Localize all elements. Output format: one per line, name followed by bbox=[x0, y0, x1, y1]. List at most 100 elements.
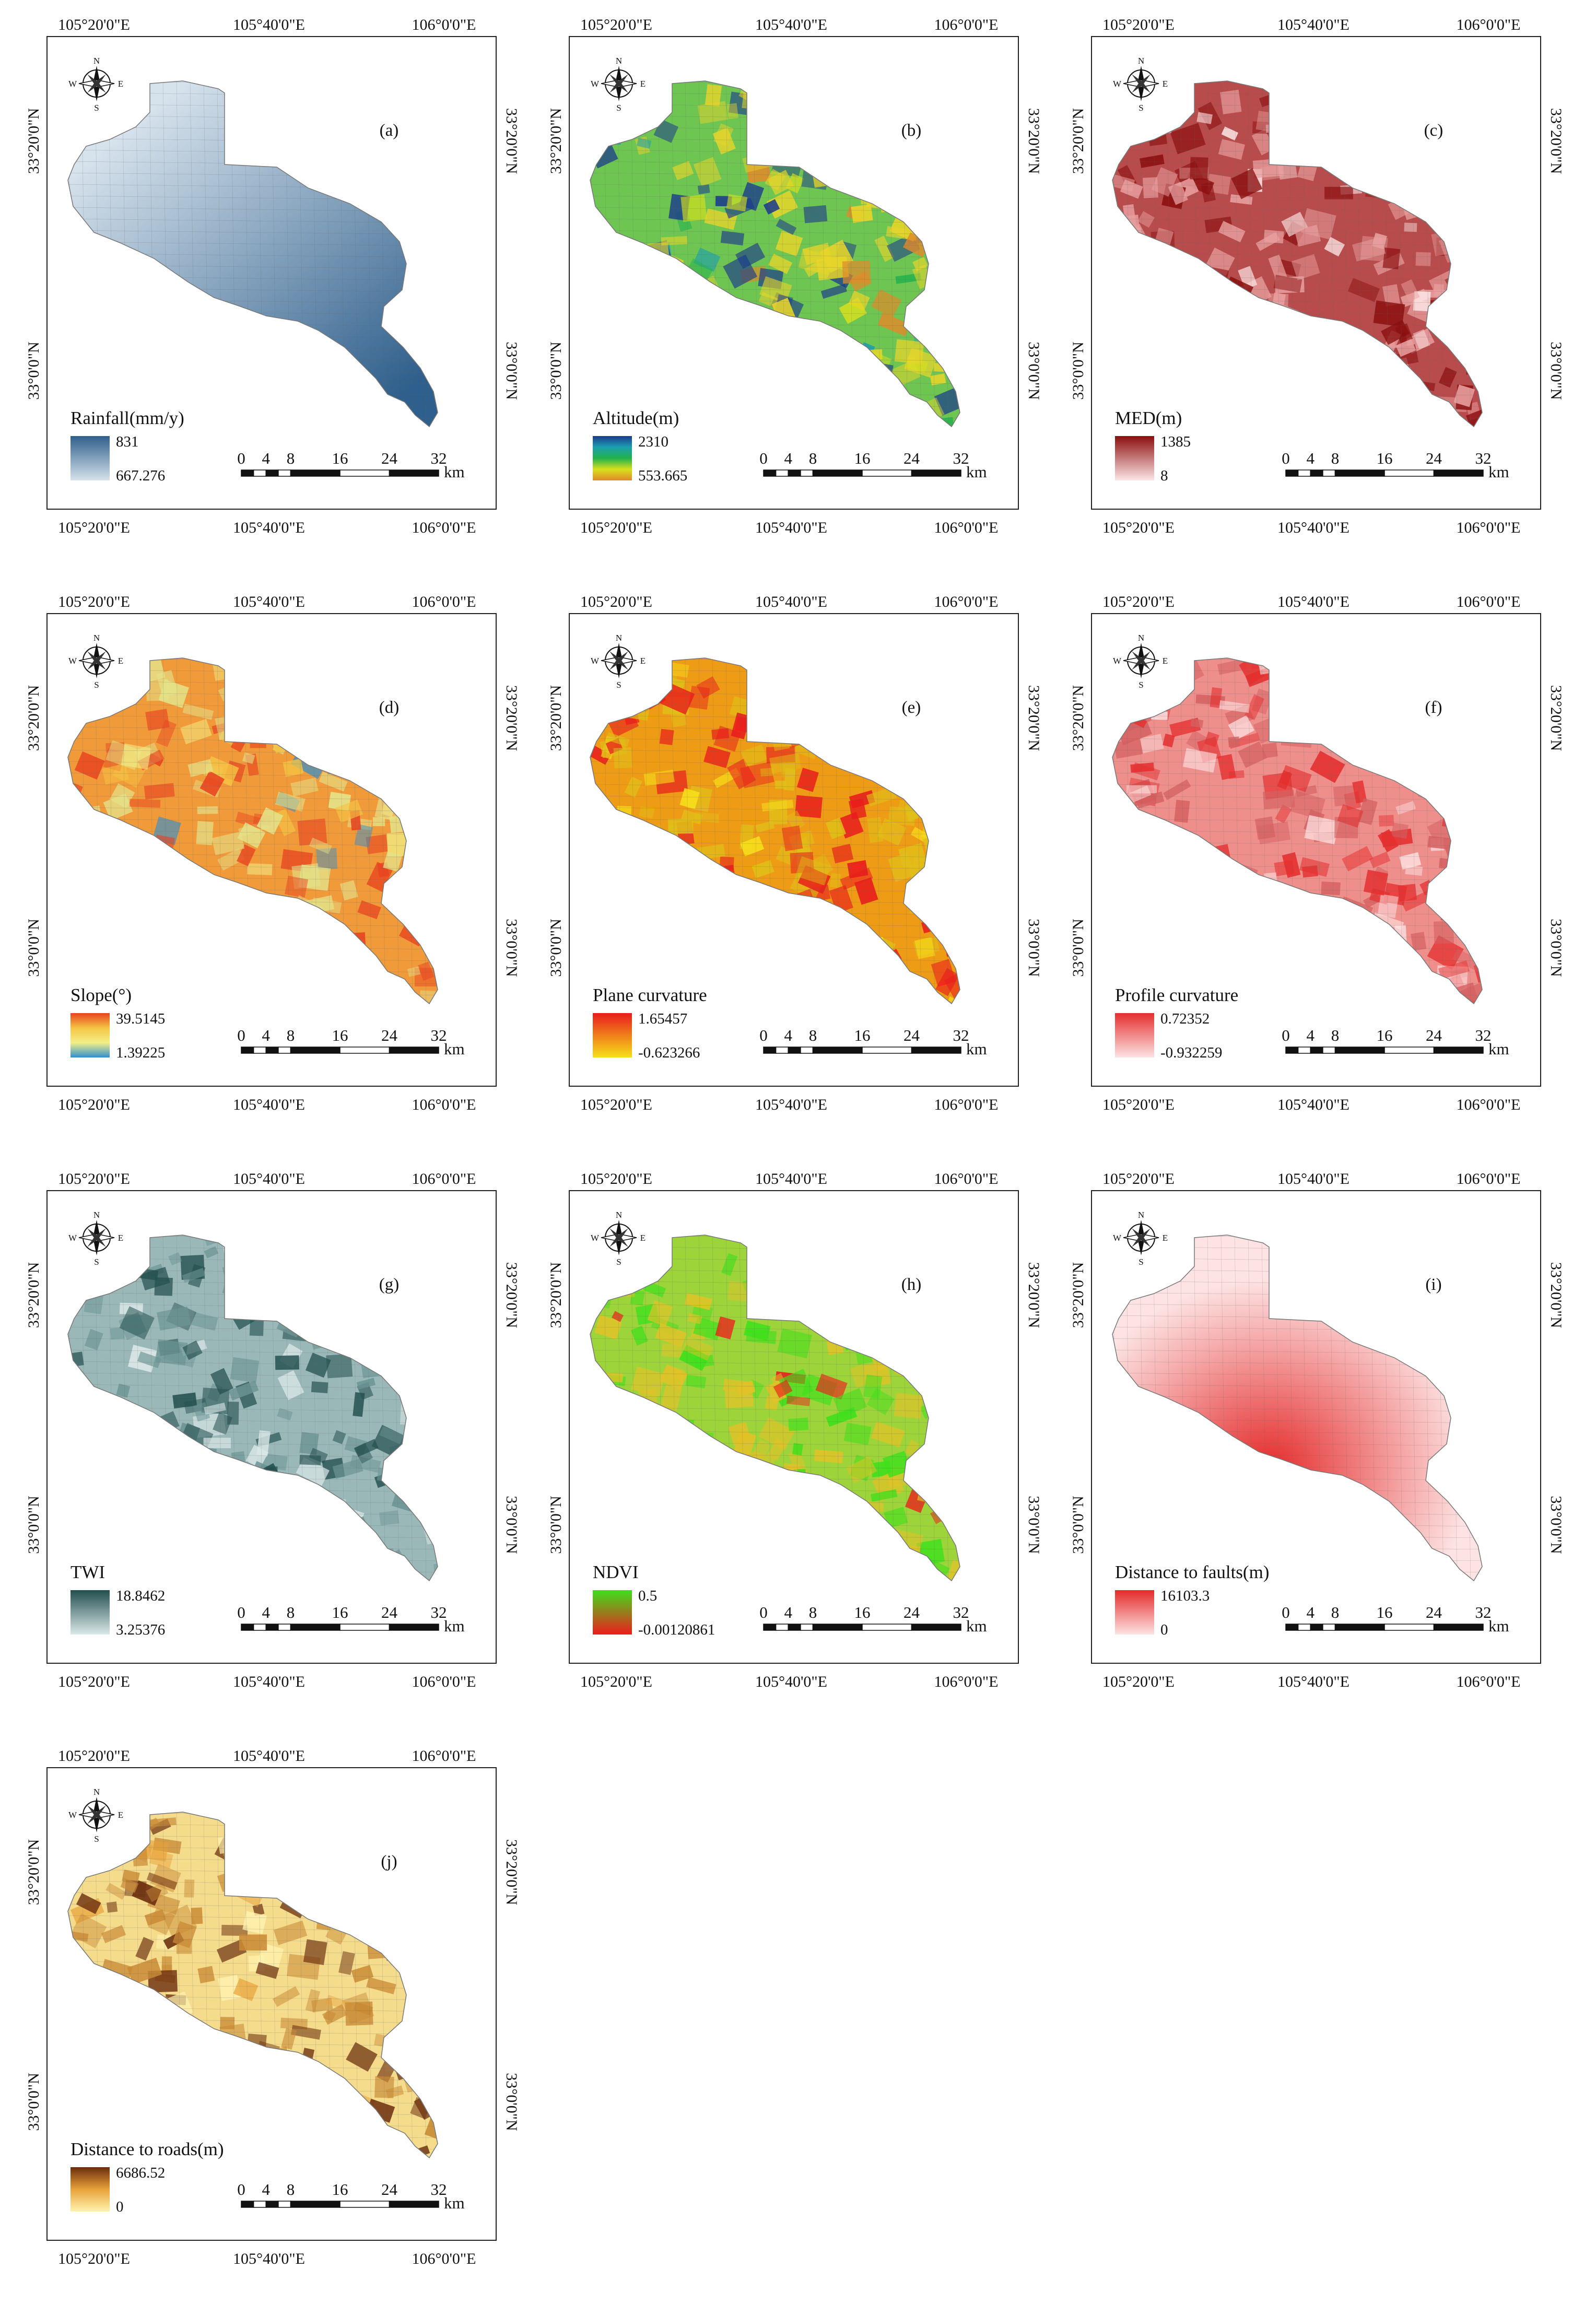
longitude-label-bottom: 105°40'0"E bbox=[755, 1096, 827, 1113]
legend-color-ramp bbox=[71, 2167, 110, 2212]
map-panel: 105°20'0"E 105°20'0"E 105°40'0"E 105°40'0"E… bbox=[16, 585, 527, 1162]
longitude-label-top: 105°40'0"E bbox=[755, 593, 827, 610]
latitude-label-left: 33°20'0"N bbox=[25, 1839, 42, 1905]
map-panel: 105°20'0"E 105°20'0"E 105°40'0"E 105°40'0"E… bbox=[538, 8, 1050, 585]
panel-label: (a) bbox=[380, 121, 399, 140]
longitude-label-bottom: 105°20'0"E bbox=[58, 519, 130, 536]
scale-tick-label: 8 bbox=[1331, 1026, 1340, 1044]
latitude-label-right: 33°20'0"N bbox=[503, 1262, 520, 1328]
scale-tick-label: 4 bbox=[784, 449, 793, 467]
legend-color-ramp bbox=[71, 436, 110, 480]
longitude-label-bottom: 105°20'0"E bbox=[580, 1673, 652, 1690]
latitude-label-left: 33°20'0"N bbox=[547, 108, 565, 174]
scale-tick-label: 24 bbox=[903, 1026, 920, 1044]
legend-min-value: 0 bbox=[116, 2199, 124, 2215]
legend-color-ramp bbox=[593, 1013, 632, 1057]
compass-east-label: E bbox=[640, 79, 646, 89]
scale-bar bbox=[241, 1047, 439, 1054]
legend-title: TWI bbox=[71, 1562, 105, 1582]
compass-south-label: S bbox=[1139, 1257, 1143, 1267]
scale-tick-label: 24 bbox=[903, 1603, 920, 1621]
legend-max-value: 0.5 bbox=[638, 1588, 657, 1604]
legend-min-value: 553.665 bbox=[638, 467, 687, 484]
scale-tick-label: 32 bbox=[953, 1026, 969, 1044]
legend-color-ramp bbox=[1115, 1013, 1154, 1057]
latitude-label-left: 33°20'0"N bbox=[547, 685, 565, 751]
legend-min-value: 1.39225 bbox=[116, 1044, 165, 1061]
scale-tick-label: 16 bbox=[1377, 449, 1393, 467]
legend-max-value: 6686.52 bbox=[116, 2165, 165, 2181]
scale-bar bbox=[763, 469, 961, 477]
scale-unit-label: km bbox=[444, 1040, 465, 1058]
longitude-label-bottom: 106°0'0"E bbox=[934, 1673, 999, 1690]
scale-bar bbox=[241, 1624, 439, 1631]
longitude-label-top: 105°40'0"E bbox=[1277, 1170, 1349, 1188]
compass-north-label: N bbox=[1138, 56, 1144, 66]
legend-max-value: 16103.3 bbox=[1160, 1588, 1210, 1604]
longitude-label-bottom: 105°40'0"E bbox=[755, 519, 827, 536]
legend-title: Rainfall(mm/y) bbox=[71, 408, 184, 428]
compass-north-label: N bbox=[93, 1787, 100, 1797]
map-svg: 105°20'0"E 105°20'0"E 105°40'0"E 105°40'0"E… bbox=[547, 593, 1042, 1113]
scale-bar bbox=[1285, 1047, 1484, 1054]
legend-min-value: -0.00120861 bbox=[638, 1621, 715, 1638]
scale-bar bbox=[241, 469, 439, 477]
scale-tick-label: 8 bbox=[809, 1603, 817, 1621]
latitude-label-right: 33°20'0"N bbox=[503, 1839, 520, 1905]
scale-tick-label: 16 bbox=[332, 2180, 348, 2199]
scale-tick-label: 24 bbox=[381, 2180, 398, 2199]
scale-unit-label: km bbox=[1488, 1040, 1509, 1058]
longitude-label-bottom: 106°0'0"E bbox=[412, 519, 476, 536]
longitude-label-bottom: 105°40'0"E bbox=[233, 1673, 305, 1690]
latitude-label-left: 33°20'0"N bbox=[547, 1262, 565, 1328]
north-arrow-icon bbox=[601, 1220, 637, 1255]
scale-tick-label: 0 bbox=[759, 449, 768, 467]
scale-tick-label: 0 bbox=[237, 449, 245, 467]
compass-south-label: S bbox=[94, 680, 99, 690]
longitude-label-bottom: 105°40'0"E bbox=[755, 1673, 827, 1690]
longitude-label-top: 105°20'0"E bbox=[580, 1170, 652, 1188]
scale-tick-label: 0 bbox=[237, 1603, 245, 1621]
north-arrow-icon bbox=[78, 1220, 115, 1255]
panel-label: (d) bbox=[379, 698, 399, 717]
map-panel: 105°20'0"E 105°20'0"E 105°40'0"E 105°40'0"E… bbox=[16, 8, 527, 585]
compass-south-label: S bbox=[94, 1257, 99, 1267]
compass-south-label: S bbox=[94, 103, 99, 113]
compass-east-label: E bbox=[118, 1233, 123, 1243]
latitude-label-left: 33°20'0"N bbox=[25, 1262, 42, 1328]
north-arrow-icon bbox=[78, 1797, 115, 1832]
legend-color-ramp bbox=[1115, 1590, 1154, 1635]
map-panel: 105°20'0"E 105°20'0"E 105°40'0"E 105°40'0"E… bbox=[16, 1162, 527, 1739]
scale-unit-label: km bbox=[966, 1617, 987, 1635]
map-svg: 105°20'0"E 105°20'0"E 105°40'0"E 105°40'0"E… bbox=[1070, 593, 1565, 1113]
longitude-label-bottom: 105°40'0"E bbox=[1277, 1096, 1349, 1113]
map-panel: 105°20'0"E 105°20'0"E 105°40'0"E 105°40'0"E… bbox=[16, 1739, 527, 2316]
longitude-label-bottom: 106°0'0"E bbox=[412, 1673, 476, 1690]
scale-unit-label: km bbox=[1488, 463, 1509, 481]
latitude-label-left: 33°20'0"N bbox=[1070, 108, 1087, 174]
longitude-label-top: 105°20'0"E bbox=[58, 1747, 130, 1765]
compass-west-label: W bbox=[1113, 1233, 1122, 1243]
longitude-label-bottom: 105°40'0"E bbox=[1277, 1673, 1349, 1690]
compass-north-label: N bbox=[93, 1210, 100, 1220]
scale-tick-label: 16 bbox=[332, 449, 348, 467]
scale-tick-label: 4 bbox=[1307, 1603, 1315, 1621]
scale-tick-label: 4 bbox=[262, 449, 271, 467]
legend-color-ramp bbox=[1115, 436, 1154, 480]
scale-tick-label: 0 bbox=[1282, 449, 1290, 467]
compass-east-label: E bbox=[640, 656, 646, 666]
longitude-label-top: 106°0'0"E bbox=[934, 1170, 999, 1188]
compass-west-label: W bbox=[68, 656, 77, 666]
scale-tick-label: 0 bbox=[237, 1026, 245, 1044]
scale-tick-label: 32 bbox=[1475, 1603, 1492, 1621]
latitude-label-left: 33°0'0"N bbox=[547, 919, 565, 977]
scale-tick-label: 24 bbox=[1426, 1026, 1442, 1044]
scale-unit-label: km bbox=[444, 2194, 465, 2212]
north-arrow-icon bbox=[601, 643, 637, 678]
compass-south-label: S bbox=[1139, 103, 1143, 113]
scale-unit-label: km bbox=[966, 1040, 987, 1058]
legend-color-ramp bbox=[593, 1590, 632, 1635]
north-arrow-icon bbox=[78, 643, 115, 678]
latitude-label-right: 33°0'0"N bbox=[503, 1496, 520, 1554]
longitude-label-bottom: 106°0'0"E bbox=[412, 1096, 476, 1113]
